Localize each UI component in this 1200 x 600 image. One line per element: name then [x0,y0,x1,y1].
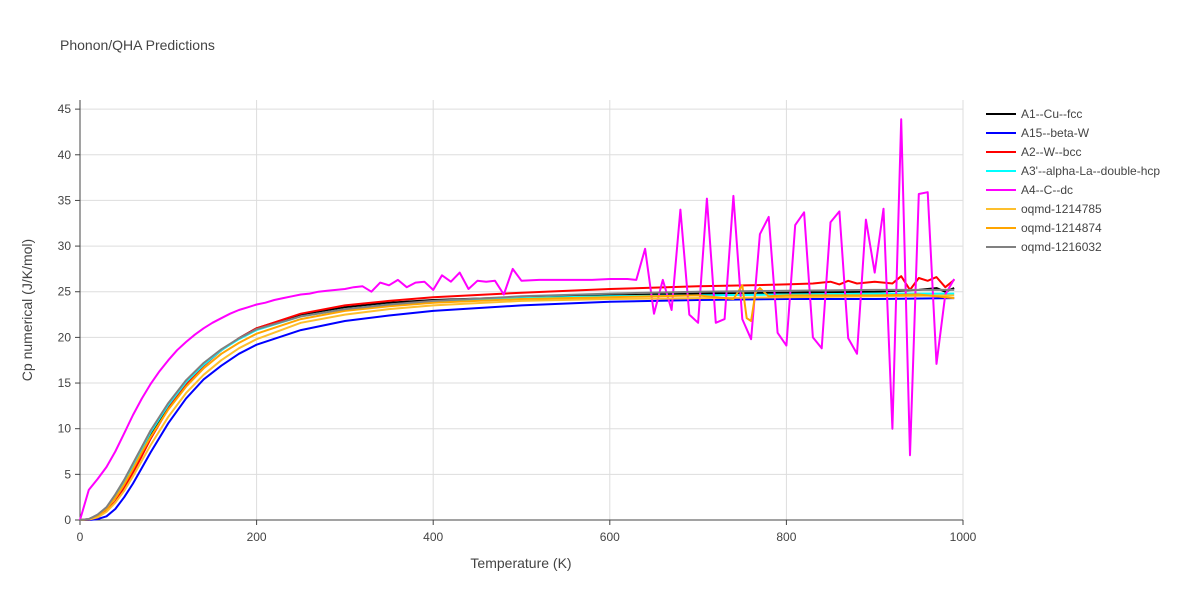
series-line-1 [80,297,955,521]
series-line-5 [79,294,955,521]
legend-label: A1--Cu--fcc [1021,107,1082,121]
series-line-2 [79,275,955,521]
legend-item[interactable]: A4--C--dc [986,183,1073,197]
axis-layer: 0 200 400 600 800 1000 0 5 10 15 20 25 30 35 40 45 [58,100,977,544]
series-line-7 [79,288,955,521]
legend-label: A2--W--bcc [1021,145,1081,159]
legend-item[interactable]: A15--beta-W [986,126,1090,140]
legend-label: A3'--alpha-La--double-hcp [1021,164,1160,178]
y-tick-label: 30 [58,239,72,253]
legend-item[interactable]: A1--Cu--fcc [986,107,1082,121]
chart-title: Phonon/QHA Predictions [60,37,215,53]
y-tick-label: 20 [58,330,72,344]
legend-item[interactable]: A3'--alpha-La--double-hcp [986,164,1160,178]
legend-label: A15--beta-W [1021,126,1090,140]
y-tick-label: 0 [64,513,71,527]
x-tick-label: 400 [423,530,443,544]
x-tick-label: 1000 [950,530,977,544]
series-line-4 [79,118,956,521]
y-tick-label: 35 [58,193,72,207]
x-tick-label: 200 [247,530,267,544]
y-axis-title: Cp numerical (J/K/mol) [19,239,35,381]
y-tick-label: 25 [58,285,72,299]
x-tick-label: 800 [776,530,796,544]
legend-label: oqmd-1214874 [1021,221,1102,235]
legend-label: oqmd-1214785 [1021,202,1102,216]
x-axis-title: Temperature (K) [470,555,571,571]
y-tick-label: 45 [58,102,72,116]
legend: A1--Cu--fcc A15--beta-W A2--W--bcc A3'--alp… [986,107,1160,254]
legend-item[interactable]: oqmd-1214785 [986,202,1102,216]
x-tick-label: 0 [77,530,84,544]
legend-label: A4--C--dc [1021,183,1073,197]
grid-layer [80,100,964,520]
legend-item[interactable]: A2--W--bcc [986,145,1081,159]
y-tick-label: 40 [58,148,72,162]
x-tick-label: 600 [600,530,620,544]
legend-item[interactable]: oqmd-1214874 [986,221,1102,235]
legend-item[interactable]: oqmd-1216032 [986,240,1102,254]
y-tick-label: 5 [64,467,71,481]
y-tick-label: 10 [58,422,72,436]
series-layer [79,118,956,521]
y-tick-label: 15 [58,376,72,390]
legend-label: oqmd-1216032 [1021,240,1102,254]
